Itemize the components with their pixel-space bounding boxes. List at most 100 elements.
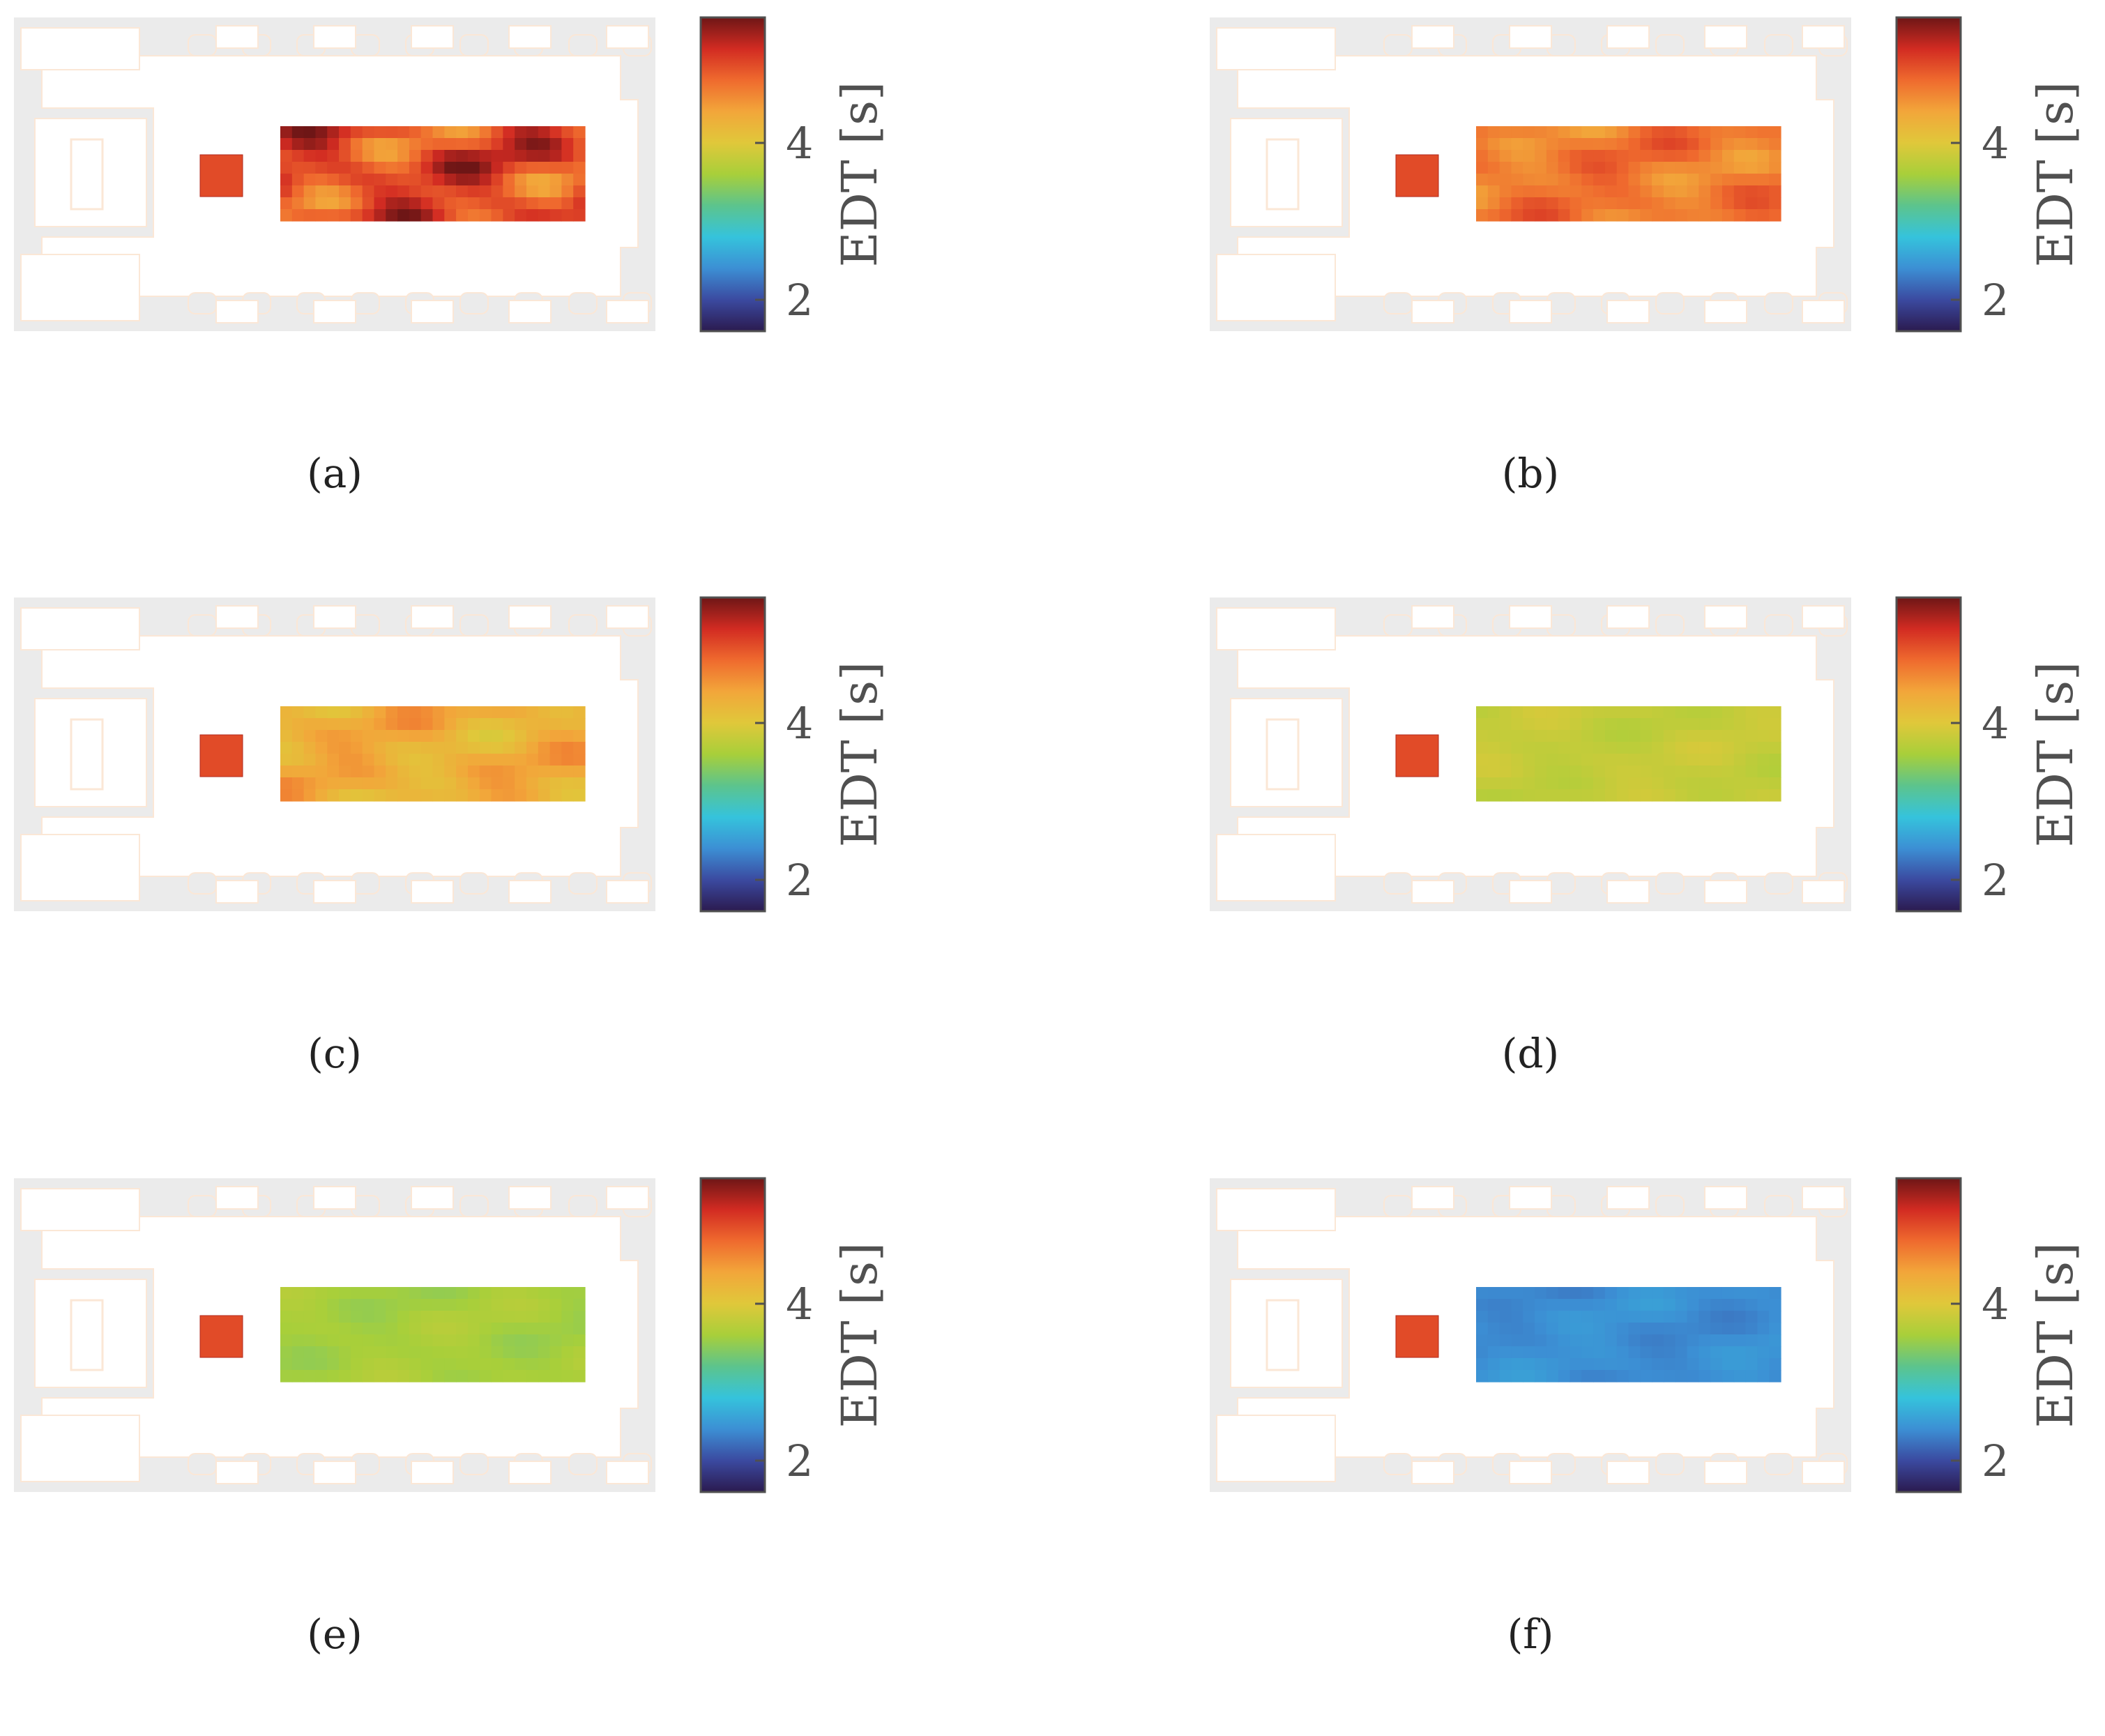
heatmap-cell bbox=[397, 126, 410, 139]
apse bbox=[34, 118, 147, 227]
heatmap-cell bbox=[386, 1323, 398, 1335]
pillar-bottom bbox=[188, 872, 217, 894]
heatmap-cell bbox=[1722, 706, 1735, 719]
heatmap-cell bbox=[409, 718, 422, 731]
heatmap-cell bbox=[1710, 1323, 1723, 1335]
heatmap-cell bbox=[350, 1311, 363, 1323]
heatmap-cell bbox=[467, 209, 480, 222]
heatmap-cell bbox=[315, 1370, 328, 1383]
heatmap-cell bbox=[515, 162, 527, 174]
heatmap-cell bbox=[362, 754, 375, 766]
heatmap-cell bbox=[1487, 209, 1500, 222]
heatmap-cell bbox=[1499, 1358, 1512, 1371]
heatmap-cell bbox=[350, 150, 363, 162]
colorbar bbox=[1895, 16, 1962, 333]
heatmap-cell bbox=[1570, 789, 1582, 802]
heatmap-cell bbox=[303, 1323, 317, 1335]
heatmap-cell bbox=[1663, 1323, 1676, 1335]
heatmap-cell bbox=[1593, 138, 1606, 151]
heatmap-cell bbox=[1546, 150, 1559, 162]
heatmap-cell bbox=[1523, 1358, 1535, 1371]
heatmap-cell bbox=[1663, 766, 1676, 778]
heatmap-cell bbox=[1593, 1346, 1606, 1359]
heatmap-cell bbox=[491, 706, 503, 719]
heatmap-cell bbox=[1687, 1311, 1699, 1323]
heatmap-cell bbox=[1687, 718, 1699, 731]
heatmap-cell bbox=[1699, 1299, 1711, 1311]
heatmap-cell bbox=[291, 209, 305, 222]
heatmap-cell bbox=[1511, 766, 1523, 778]
pillar-top bbox=[1383, 614, 1413, 637]
heatmap-cell bbox=[444, 1287, 457, 1300]
heatmap-cell bbox=[503, 1346, 515, 1359]
heatmap-cell bbox=[1675, 706, 1688, 719]
heatmap-cell bbox=[479, 754, 492, 766]
heatmap-cell bbox=[327, 185, 340, 198]
heatmap-cell bbox=[467, 730, 480, 743]
heatmap-cell bbox=[1699, 197, 1711, 210]
heatmap-cell bbox=[526, 754, 539, 766]
heatmap-cell bbox=[362, 789, 375, 802]
heatmap-cell bbox=[397, 1334, 410, 1347]
heatmap-cell bbox=[491, 150, 503, 162]
heatmap-cell bbox=[503, 1299, 515, 1311]
heatmap-cell bbox=[315, 1323, 328, 1335]
heatmap-cell bbox=[538, 138, 551, 151]
heatmap-cell bbox=[280, 766, 293, 778]
heatmap-cell bbox=[1523, 742, 1535, 754]
heatmap-cell bbox=[549, 126, 562, 139]
pillar-top bbox=[1383, 34, 1413, 56]
heatmap-cell bbox=[1581, 1299, 1594, 1311]
heatmap-cell bbox=[374, 1299, 386, 1311]
heatmap-cell bbox=[1604, 162, 1618, 174]
heatmap-cell bbox=[479, 1358, 492, 1371]
heatmap-cell bbox=[1476, 1287, 1489, 1300]
heatmap-cell bbox=[526, 1346, 539, 1359]
heatmap-cell bbox=[515, 1370, 527, 1383]
heatmap-cell bbox=[1487, 706, 1500, 719]
heatmap-cell bbox=[1511, 789, 1523, 802]
heatmap-cell bbox=[456, 1287, 469, 1300]
heatmap-cell bbox=[1699, 1370, 1711, 1383]
heatmap-cell bbox=[1687, 185, 1699, 198]
heatmap-cell bbox=[350, 789, 363, 802]
heatmap-cell bbox=[1722, 1299, 1735, 1311]
heatmap-cell bbox=[538, 766, 551, 778]
heatmap-cell bbox=[1523, 185, 1535, 198]
colorbar bbox=[1895, 1177, 1962, 1493]
heatmap-cell bbox=[1640, 1311, 1652, 1323]
heatmap-cell bbox=[1604, 138, 1618, 151]
heatmap-cell bbox=[350, 126, 363, 139]
heatmap-cell bbox=[432, 718, 445, 731]
heatmap-cell bbox=[444, 1311, 457, 1323]
pillar-bottom bbox=[568, 1453, 598, 1475]
heatmap-cell bbox=[1652, 1323, 1664, 1335]
heatmap-cell bbox=[1499, 789, 1512, 802]
heatmap-cell bbox=[1628, 162, 1641, 174]
heatmap-cell bbox=[409, 1346, 422, 1359]
heatmap-cell bbox=[1535, 1334, 1547, 1347]
heatmap-cell bbox=[1581, 789, 1594, 802]
heatmap-cell bbox=[1733, 754, 1747, 766]
heatmap-cell bbox=[432, 1299, 445, 1311]
heatmap-cell bbox=[1499, 126, 1512, 139]
heatmap-cell bbox=[1699, 150, 1711, 162]
heatmap-cell bbox=[561, 197, 574, 210]
heatmap-cell bbox=[573, 777, 586, 790]
colorbar-tick-label: 4 bbox=[786, 1279, 813, 1330]
heatmap-cell bbox=[291, 789, 305, 802]
chapel-top bbox=[215, 1186, 259, 1210]
pillar-bottom bbox=[459, 872, 489, 894]
heatmap-cell bbox=[1476, 1370, 1489, 1383]
heatmap-cell bbox=[1604, 1334, 1618, 1347]
heatmap-cell bbox=[374, 1323, 386, 1335]
heatmap-cell bbox=[561, 150, 574, 162]
heatmap-cell bbox=[1604, 150, 1618, 162]
chapel-top bbox=[606, 25, 649, 49]
heatmap-cell bbox=[1687, 742, 1699, 754]
heatmap-cell bbox=[280, 754, 293, 766]
heatmap-cell bbox=[420, 777, 434, 790]
heatmap-cell bbox=[420, 754, 434, 766]
heatmap-cell bbox=[1687, 126, 1699, 139]
heatmap-cell bbox=[444, 126, 457, 139]
